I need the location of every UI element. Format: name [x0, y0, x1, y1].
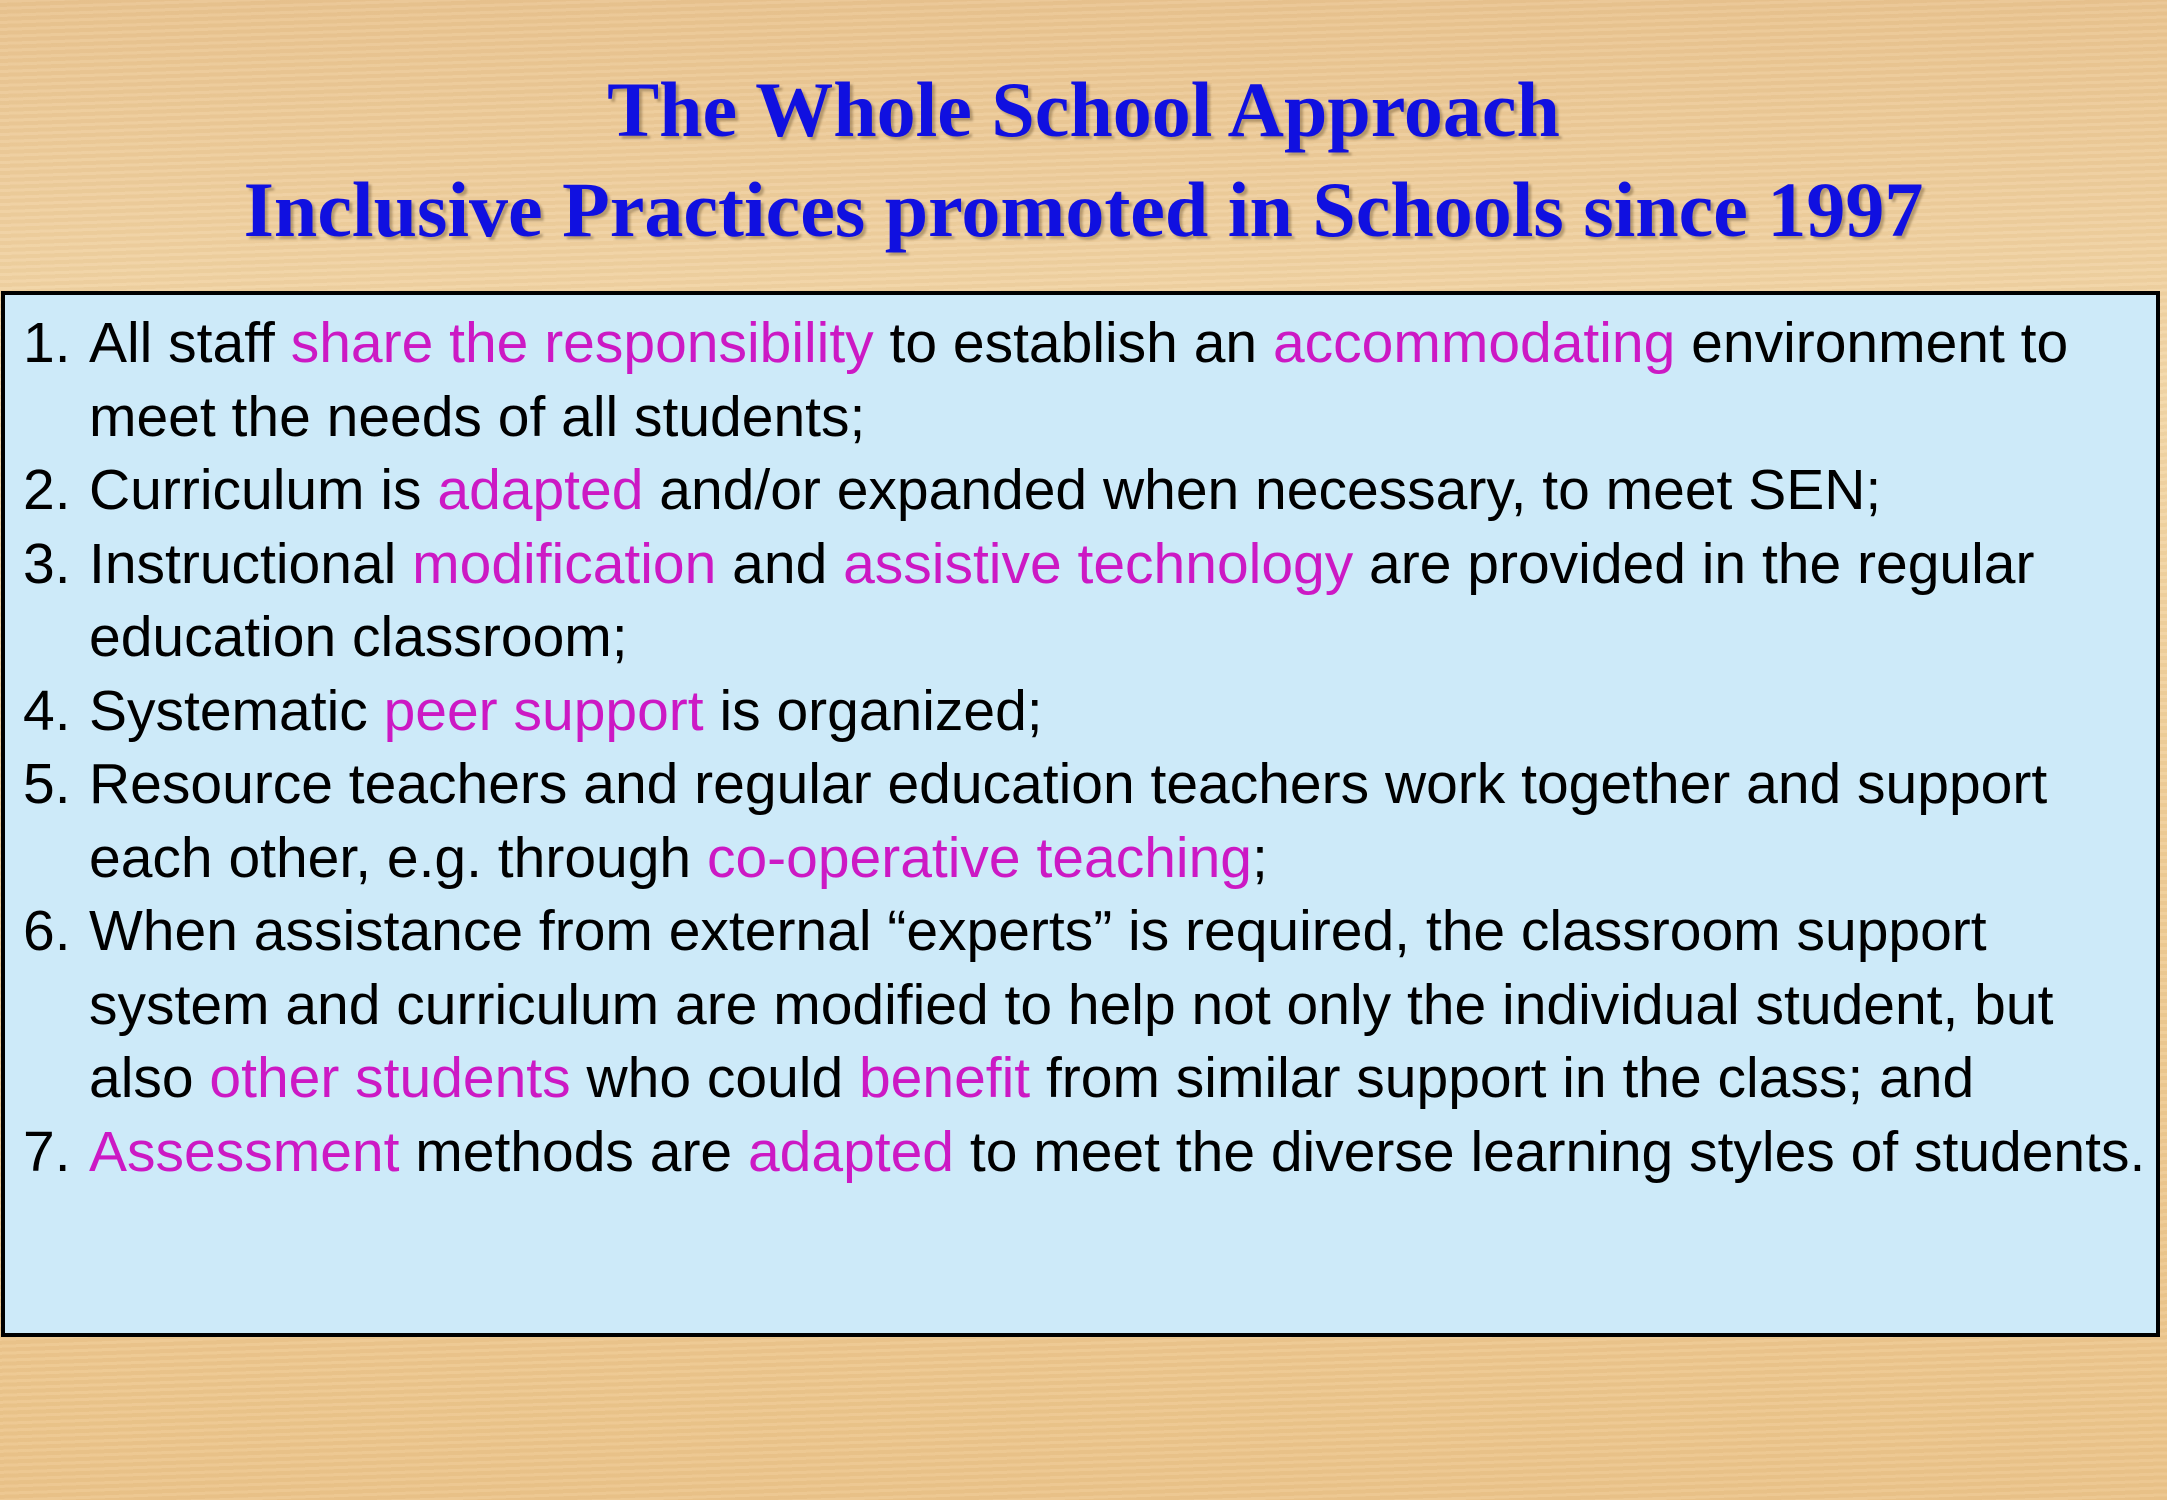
highlighted-phrase: accommodating — [1272, 311, 1676, 375]
highlighted-phrase: Assessment — [89, 1119, 400, 1184]
list-item-text: Resource teachers and regular education … — [89, 752, 2048, 890]
list-item-number: 3. — [23, 531, 71, 596]
highlighted-phrase: benefit — [858, 1046, 1031, 1110]
list-item-text: When assistance from external “experts” … — [89, 899, 2054, 1110]
list-item: 2. Curriculum is adapted and/or expanded … — [23, 454, 2153, 528]
slide-title: The Whole School Approach Inclusive Prac… — [0, 60, 2167, 260]
list-item-text: is organized; — [703, 678, 1043, 743]
highlighted-phrase: modification — [412, 531, 717, 596]
list-item-text: Instructional — [89, 531, 413, 596]
list-item: 6. When assistance from external “experts… — [23, 895, 2153, 1116]
list-item-text: to meet the diverse learning styles of s… — [954, 1119, 2146, 1184]
list-item-text: methods are — [399, 1119, 748, 1184]
list-item-number: 4. — [23, 678, 71, 743]
list-item-number: 6. — [23, 899, 71, 963]
list-item: 3. Instructional modification and assisti… — [23, 528, 2153, 675]
highlighted-phrase: peer support — [383, 678, 704, 743]
highlighted-phrase: share the responsibility — [290, 311, 874, 375]
list-item: 5. Resource teachers and regular educatio… — [23, 748, 2153, 895]
list-item-text: are provided in the regular education cl… — [89, 531, 2035, 670]
list-item-text: to establish an — [873, 311, 1273, 375]
highlighted-phrase: other students — [209, 1046, 571, 1110]
list-item-text: who could — [570, 1046, 859, 1110]
list-item-text: Systematic — [89, 678, 384, 743]
list-item-number: 7. — [23, 1119, 71, 1184]
title-line-2: Inclusive Practices promoted in Schools … — [243, 166, 1924, 253]
list-item-text: and — [716, 531, 844, 596]
highlighted-phrase: adapted — [747, 1119, 955, 1184]
list-item-number: 2. — [23, 458, 71, 522]
list-item-number: 5. — [23, 752, 71, 816]
content-box: 1. All staff share the responsibility to … — [1, 291, 2160, 1337]
list-item-text: Curriculum is — [89, 458, 438, 522]
list-item-text: ; — [1251, 825, 1268, 890]
highlighted-phrase: co-operative teaching — [706, 825, 1252, 890]
highlighted-phrase: adapted — [437, 458, 644, 522]
list-item: 7. Assessment methods are adapted to meet… — [23, 1116, 2153, 1190]
highlighted-phrase: assistive technology — [843, 531, 1354, 596]
title-line-1: The Whole School Approach — [607, 66, 1560, 153]
list-item-number: 1. — [23, 311, 71, 375]
list-item-text: All staff — [89, 311, 291, 375]
list-item: 1. All staff share the responsibility to … — [23, 307, 2153, 454]
list-item-text: environment to meet the needs of all stu… — [89, 311, 2069, 449]
practices-list: 1. All staff share the responsibility to … — [23, 307, 2153, 1189]
list-item-text: from similar support in the class; and — [1030, 1046, 1975, 1110]
list-item: 4. Systematic peer support is organized; — [23, 675, 2153, 749]
list-item-text: and/or expanded when necessary, to meet … — [643, 458, 1882, 522]
